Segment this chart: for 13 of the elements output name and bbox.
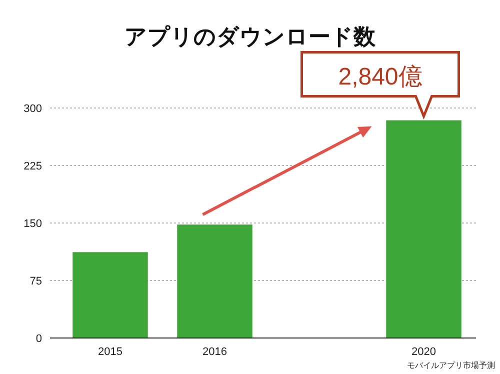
x-tick-label: 2016 bbox=[202, 346, 227, 358]
bar bbox=[177, 224, 252, 338]
text: モバイルアプリ市場予測 bbox=[407, 361, 495, 370]
y-tick-label: 300 bbox=[24, 103, 42, 115]
x-tick-label: 2015 bbox=[98, 346, 122, 358]
y-tick-label: 225 bbox=[24, 160, 42, 172]
y-tick-label: 0 bbox=[36, 333, 42, 345]
y-tick-label: 150 bbox=[24, 218, 42, 230]
annotation: 2,840億 bbox=[338, 63, 422, 90]
bar bbox=[72, 252, 148, 338]
chart-title: アプリのダウンロード数 bbox=[124, 24, 376, 49]
x-tick-label: 2020 bbox=[412, 346, 436, 358]
y-tick-label: 75 bbox=[30, 276, 42, 288]
